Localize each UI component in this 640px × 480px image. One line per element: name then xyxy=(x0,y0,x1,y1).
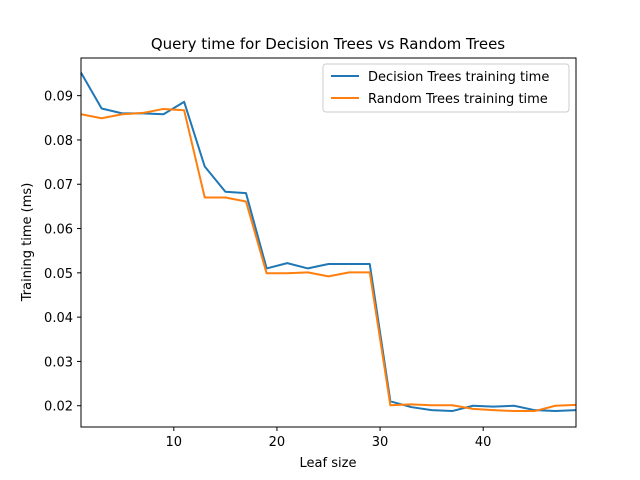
y-axis-label: Training time (ms) xyxy=(20,183,35,303)
y-tick-label: 0.05 xyxy=(44,267,73,282)
plot-area xyxy=(80,57,577,428)
legend: Decision Trees training time Random Tree… xyxy=(322,63,570,113)
x-axis-label: Leaf size xyxy=(300,456,357,471)
series-line-1 xyxy=(80,107,577,413)
series-layer xyxy=(80,72,577,413)
x-tick-label: 10 xyxy=(166,435,183,450)
y-tick-label: 0.04 xyxy=(44,311,73,326)
legend-label-random-trees: Random Trees training time xyxy=(368,92,548,107)
chart-title: Query time for Decision Trees vs Random … xyxy=(151,35,505,53)
y-tick-label: 0.08 xyxy=(44,134,73,149)
y-tick-label: 0.07 xyxy=(44,178,73,193)
legend-label-decision-trees: Decision Trees training time xyxy=(368,70,549,85)
x-axis-ticks: 10 20 30 40 xyxy=(166,427,492,450)
axes-frame xyxy=(80,57,577,428)
y-tick-label: 0.09 xyxy=(44,90,73,105)
y-axis-ticks: 0.02 0.03 0.04 0.05 0.06 0.07 0.08 0.09 xyxy=(44,90,81,415)
series-line-0 xyxy=(80,72,577,413)
y-tick-label: 0.02 xyxy=(44,400,73,415)
y-tick-label: 0.06 xyxy=(44,223,73,238)
x-tick-label: 30 xyxy=(372,435,389,450)
y-tick-label: 0.03 xyxy=(44,355,73,370)
legend-box xyxy=(322,63,570,113)
x-tick-label: 40 xyxy=(475,435,492,450)
x-tick-label: 20 xyxy=(269,435,286,450)
